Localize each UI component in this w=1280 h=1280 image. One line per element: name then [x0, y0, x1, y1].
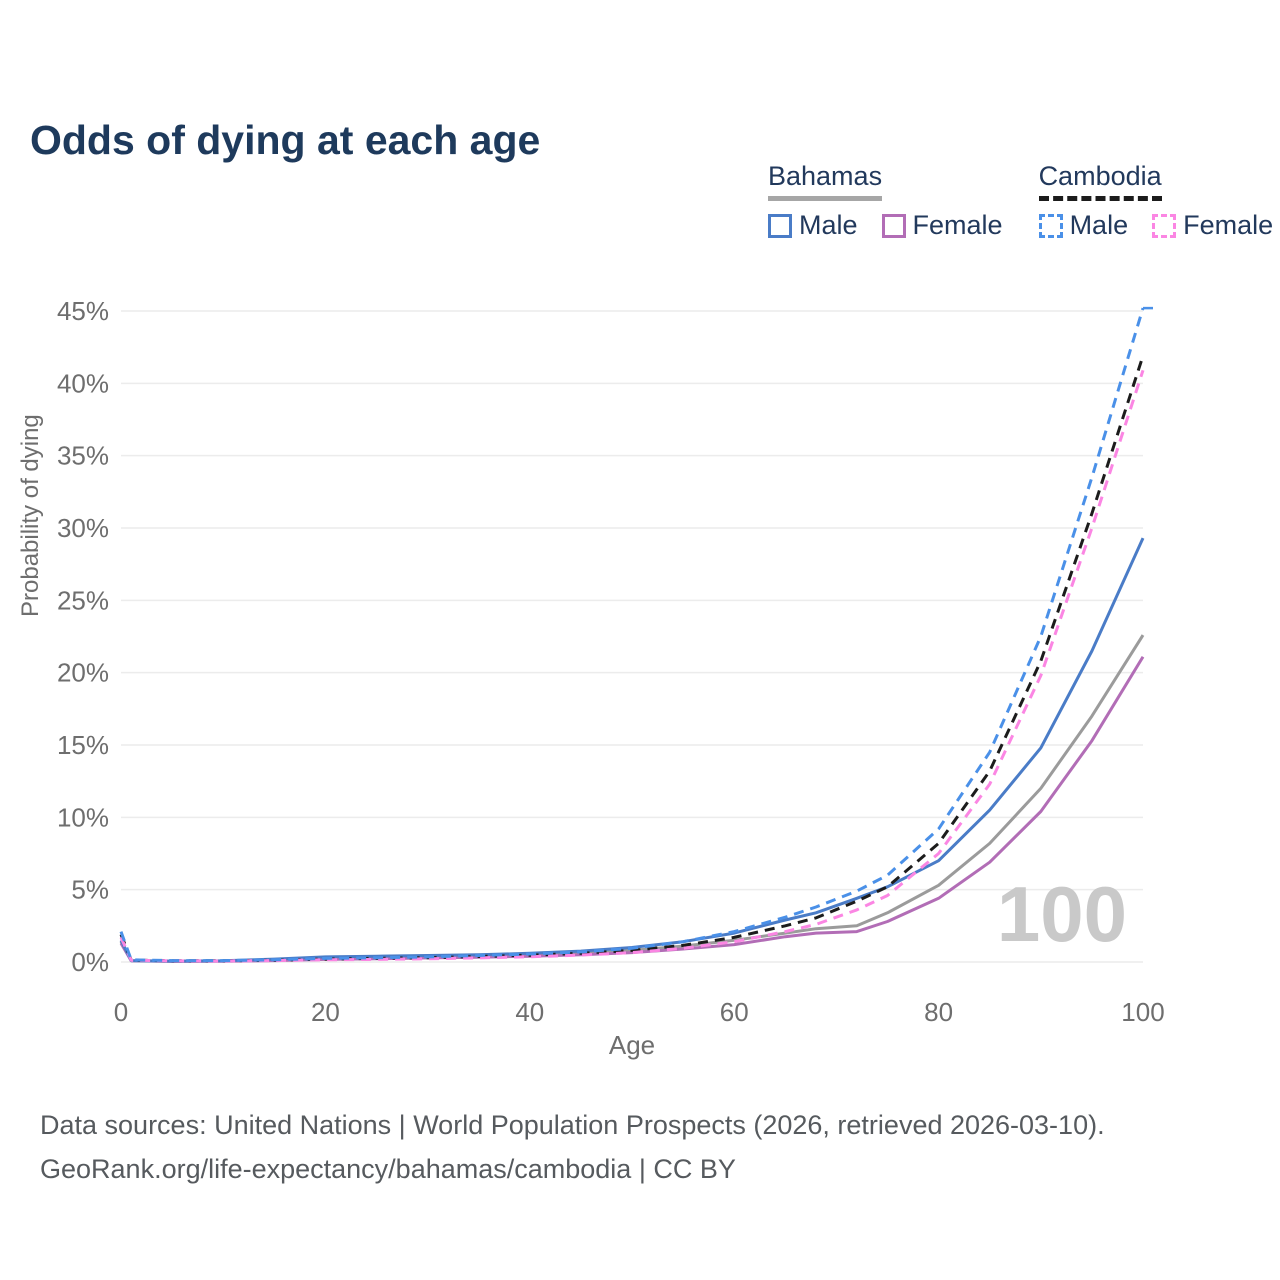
y-tick-label: 0%: [71, 947, 109, 977]
y-axis-title: Probability of dying: [17, 414, 44, 617]
legend-item-label: Male: [799, 210, 858, 240]
bahamas-female-swatch-icon: [881, 213, 906, 238]
series-line-cambodia[interactable]: [119, 355, 1145, 963]
x-tick-label: 100: [1121, 997, 1164, 1027]
legend-group-bahamas: Bahamas Male Female: [768, 161, 1003, 241]
bahamas-male-swatch-icon: [768, 213, 792, 238]
footer-license-line[interactable]: GeoRank.org/life-expectancy/bahamas/camb…: [40, 1154, 736, 1184]
y-tick-label: 40%: [57, 368, 109, 398]
age-watermark: 100: [997, 870, 1127, 958]
cambodia-female-swatch-icon: [1152, 213, 1177, 238]
legend: Bahamas Male Female Cambodia Male Female: [768, 161, 1273, 241]
y-tick-label: 20%: [57, 658, 109, 688]
page-title: Odds of dying at each age: [30, 117, 541, 164]
legend-group-title-bahamas[interactable]: Bahamas: [768, 161, 883, 201]
footer-sources-line: Data sources: United Nations | World Pop…: [40, 1110, 1105, 1140]
series-line-cambodia-male[interactable]: [119, 307, 1145, 963]
y-tick-label: 10%: [57, 802, 109, 832]
legend-item-label: Female: [912, 210, 1003, 240]
legend-group-cambodia: Cambodia Male Female: [1038, 161, 1273, 241]
x-axis-title: Age: [0, 1030, 1264, 1061]
x-tick-label: 80: [924, 997, 953, 1027]
legend-item-bahamas-female[interactable]: Female: [881, 210, 1003, 241]
legend-item-label: Male: [1069, 210, 1129, 240]
series-line-bahamas[interactable]: [119, 634, 1145, 963]
y-tick-label: 45%: [57, 296, 109, 326]
series-line-cambodia-female[interactable]: [119, 369, 1145, 963]
x-tick-label: 60: [720, 997, 749, 1027]
x-tick-label: 40: [515, 997, 544, 1027]
x-tick-label: 20: [311, 997, 340, 1027]
cambodia-male-swatch-icon: [1038, 213, 1063, 238]
legend-items-bahamas: Male Female: [768, 210, 1003, 241]
legend-group-title-cambodia[interactable]: Cambodia: [1038, 161, 1162, 201]
y-tick-label: 25%: [57, 585, 109, 615]
y-tick-label: 5%: [71, 875, 109, 905]
x-axis-title-text: Age: [608, 1030, 656, 1060]
legend-item-label: Female: [1183, 210, 1274, 240]
legend-item-cambodia-male[interactable]: Male: [1038, 210, 1129, 241]
y-tick-label: 30%: [57, 513, 109, 543]
x-tick-label: 0: [114, 997, 128, 1027]
legend-item-bahamas-male[interactable]: Male: [768, 210, 858, 241]
footer: Data sources: United Nations | World Pop…: [40, 1103, 1105, 1191]
legend-item-cambodia-female[interactable]: Female: [1152, 210, 1273, 241]
y-tick-label: 15%: [57, 730, 109, 760]
y-tick-label: 35%: [57, 441, 109, 471]
legend-items-cambodia: Male Female: [1038, 210, 1273, 241]
